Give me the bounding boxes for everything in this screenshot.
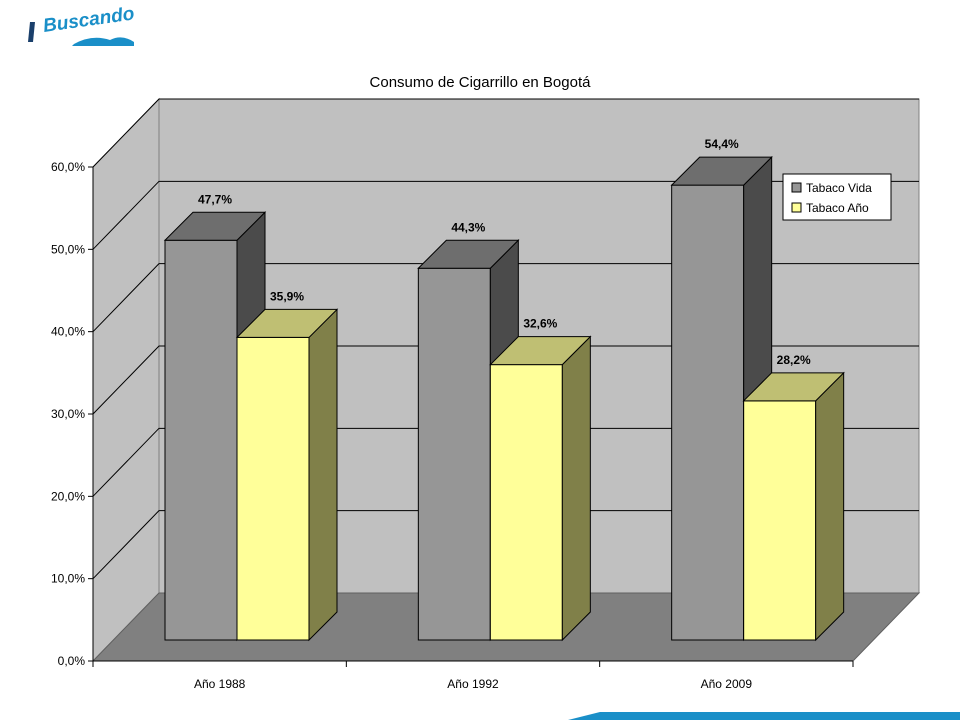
data-label: 28,2% — [777, 353, 811, 367]
bar-side — [561, 335, 591, 642]
data-label: 32,6% — [523, 317, 557, 331]
logo-mark-icon — [28, 22, 35, 42]
logo-text: Buscando — [42, 3, 136, 37]
y-tick-label: 60,0% — [51, 160, 85, 174]
bar-top — [235, 308, 339, 338]
y-tick-label: 0,0% — [58, 654, 86, 668]
gridline — [92, 427, 919, 497]
gridline — [92, 510, 919, 580]
logo: Buscando — [28, 3, 136, 46]
logo-swoosh-icon — [72, 37, 134, 46]
bar-side — [308, 308, 338, 642]
gridline — [92, 263, 919, 333]
legend-swatch-tabaco-ano — [791, 202, 802, 213]
bar — [235, 308, 339, 642]
bar — [489, 335, 592, 642]
legend: Tabaco Vida Tabaco Año — [782, 173, 892, 221]
bar-front — [417, 267, 491, 641]
gridline — [92, 98, 919, 168]
gridline — [92, 345, 919, 415]
x-tick-label: Año 1988 — [194, 677, 246, 691]
bar-front — [743, 400, 817, 641]
bar — [742, 371, 845, 642]
bar-front — [489, 364, 563, 641]
bar-top — [489, 336, 592, 366]
bar-front — [671, 184, 745, 641]
x-tick-label: Año 1992 — [447, 677, 499, 691]
bar-front — [164, 239, 238, 641]
y-tick-label: 30,0% — [51, 407, 85, 421]
data-label: 35,9% — [270, 289, 304, 303]
data-label: 44,3% — [451, 220, 485, 234]
plot-area: 0,0% 10,0% 20,0% 30,0% 40,0% 50,0% 60,0% Año 19… — [51, 97, 921, 691]
bar-top — [670, 156, 773, 186]
bar-top — [742, 372, 845, 402]
x-tick-label: Año 2009 — [701, 677, 753, 691]
bar-top — [163, 211, 267, 241]
bar-front — [236, 336, 310, 641]
legend-label-tabaco-vida: Tabaco Vida — [806, 181, 872, 195]
y-tick-label: 50,0% — [51, 242, 85, 256]
y-tick-label: 20,0% — [51, 489, 85, 503]
data-label: 54,4% — [705, 137, 739, 151]
y-tick-label: 10,0% — [51, 572, 85, 586]
footer-band — [568, 712, 960, 720]
chart-title: Consumo de Cigarrillo en Bogotá — [370, 74, 592, 91]
gridline — [92, 180, 919, 250]
bar-side — [815, 371, 845, 642]
legend-label-tabaco-ano: Tabaco Año — [806, 201, 869, 215]
y-tick-label: 40,0% — [51, 325, 85, 339]
legend-swatch-tabaco-vida — [791, 182, 802, 193]
bar-top — [417, 239, 520, 269]
data-label: 47,7% — [198, 192, 232, 206]
